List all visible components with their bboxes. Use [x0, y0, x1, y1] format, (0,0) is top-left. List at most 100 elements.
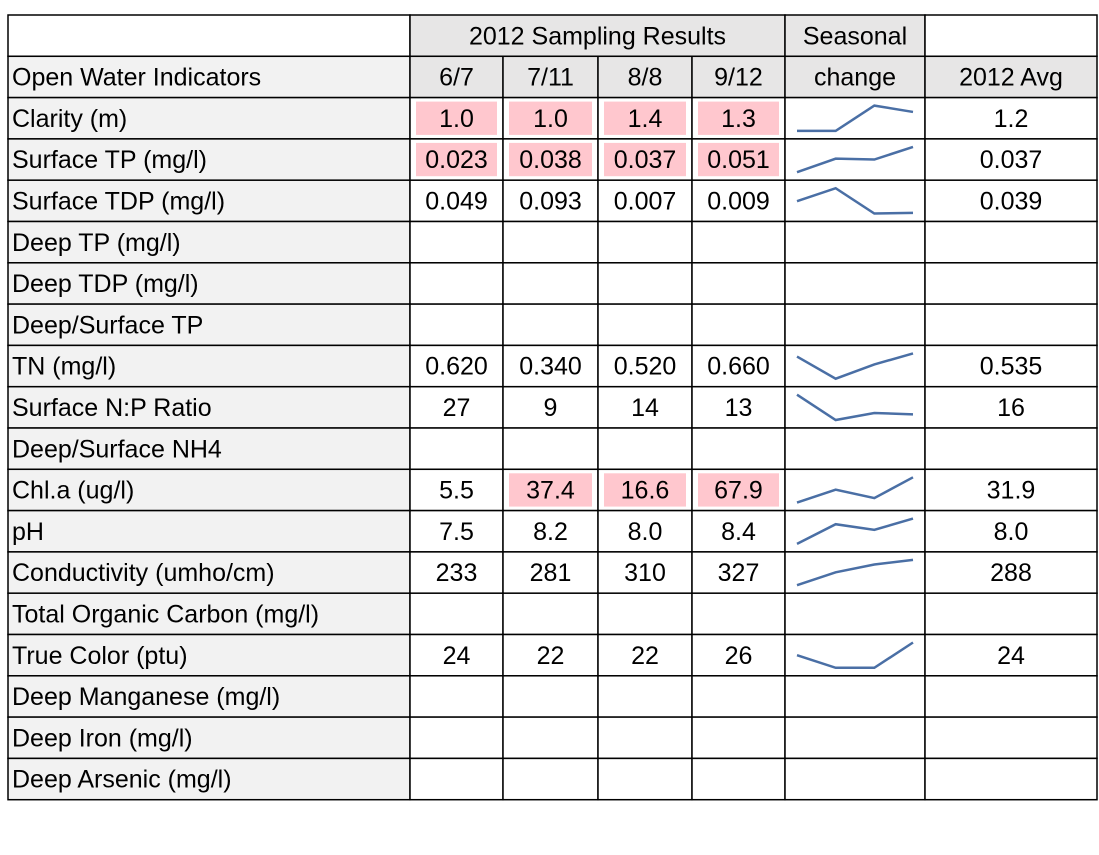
avg-header: 2012 Avg: [959, 64, 1063, 92]
highlight: [604, 142, 686, 177]
row-label: Deep/Surface TP: [12, 311, 203, 339]
cell: [597, 509, 693, 553]
cell: [597, 427, 693, 471]
cell: [784, 220, 926, 264]
value: 1.3: [721, 105, 756, 133]
avg-value: 24: [997, 642, 1025, 670]
cell: [691, 675, 786, 718]
avg-value: 31.9: [987, 477, 1036, 505]
value: 1.0: [439, 105, 474, 133]
cell: [924, 551, 1098, 594]
row-label: pH: [12, 518, 44, 546]
row-label: Surface TP (mg/l): [12, 146, 207, 174]
value: 281: [530, 559, 572, 587]
value: 1.0: [533, 105, 568, 133]
cell: [924, 262, 1098, 305]
sparkline: [796, 186, 914, 215]
cell: [784, 427, 926, 471]
cell: [924, 427, 1098, 471]
value: 7.5: [439, 518, 474, 546]
cell: [924, 633, 1098, 677]
highlight: [698, 142, 779, 177]
avg-value: 0.039: [980, 187, 1043, 215]
cell: [924, 385, 1098, 429]
cell: [924, 468, 1098, 512]
cell: [784, 716, 926, 760]
cell: [597, 675, 693, 718]
avg-value: 8.0: [994, 518, 1029, 546]
row-label: Chl.a (ug/l): [12, 477, 134, 505]
cell: [502, 675, 599, 718]
cell: [597, 757, 693, 801]
highlight: [604, 101, 686, 135]
highlight: [698, 473, 779, 507]
cell: [502, 757, 599, 801]
value: 22: [537, 642, 565, 670]
value: 310: [624, 559, 666, 587]
cell: [784, 262, 926, 305]
cell: [784, 675, 926, 718]
row-label: Total Organic Carbon (mg/l): [12, 600, 319, 628]
value: 0.009: [707, 187, 770, 215]
cell: [691, 551, 786, 594]
sparkline: [797, 104, 914, 133]
cell: [691, 427, 786, 471]
value: 8.0: [628, 518, 663, 546]
cell: [502, 592, 599, 636]
cell: [597, 592, 693, 636]
cell: [409, 427, 504, 471]
cell: [691, 633, 786, 677]
value: 1.4: [628, 105, 663, 133]
cell: [691, 592, 786, 636]
highlight: [509, 101, 592, 135]
cell: [924, 509, 1098, 553]
value: 27: [443, 394, 471, 422]
cell: [409, 551, 504, 594]
cell: [597, 55, 693, 99]
value: 0.051: [707, 146, 770, 174]
row-label: Deep Manganese (mg/l): [12, 683, 280, 711]
cell: [784, 757, 926, 801]
sparkline: [796, 476, 914, 504]
cell: [691, 716, 786, 760]
date-header: 8/8: [628, 64, 663, 92]
cell: [409, 14, 786, 58]
value: 26: [725, 642, 753, 670]
cell: [784, 385, 926, 429]
cell: [924, 220, 1098, 264]
sparkline: [796, 352, 914, 381]
cell: [784, 14, 926, 58]
cell: [409, 220, 504, 264]
highlight: [509, 473, 592, 507]
highlight: [698, 101, 779, 135]
value: 0.023: [425, 146, 488, 174]
row-label: True Color (ptu): [12, 642, 188, 670]
highlight: [604, 473, 686, 507]
value: 37.4: [526, 477, 575, 505]
cell: [784, 551, 926, 594]
sparkline: [796, 145, 914, 174]
cell: [784, 592, 926, 636]
value: 13: [725, 394, 753, 422]
trend-header: change: [814, 64, 896, 92]
value: 22: [631, 642, 659, 670]
cell: [691, 385, 786, 429]
value: 0.520: [614, 353, 677, 381]
sparkline: [796, 558, 914, 587]
value: 16.6: [621, 477, 670, 505]
value: 0.620: [425, 353, 488, 381]
cell: [7, 551, 411, 594]
cell: [502, 262, 599, 305]
cell: [409, 757, 504, 801]
value: 8.2: [533, 518, 568, 546]
avg-value: 1.2: [994, 105, 1029, 133]
value: 8.4: [721, 518, 756, 546]
row-label: Deep Iron (mg/l): [12, 724, 193, 752]
row-label: Clarity (m): [12, 105, 127, 133]
highlight: [416, 101, 497, 135]
cell: [502, 385, 599, 429]
value: 0.340: [519, 353, 582, 381]
row-label: Deep TDP (mg/l): [12, 270, 199, 298]
